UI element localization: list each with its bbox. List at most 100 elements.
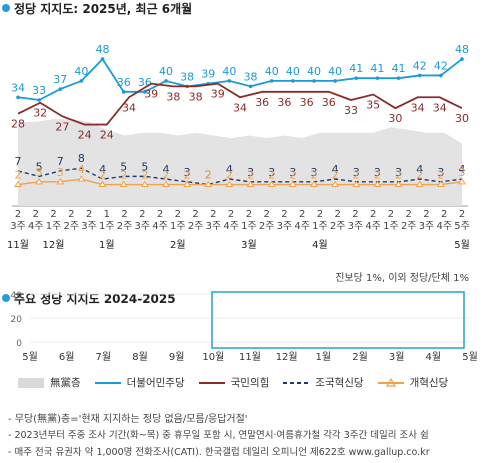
- point-democratic: [143, 90, 147, 94]
- data-label-reform: 2: [120, 169, 127, 182]
- x-tick-top: 2: [86, 209, 92, 220]
- data-label-rebuilding: 4: [332, 163, 339, 176]
- legend-label-reform: 개혁신당: [409, 377, 449, 389]
- data-label-democratic: 37: [53, 73, 67, 86]
- x-tick-top: 2: [121, 209, 127, 220]
- legend-swatch-reform: [377, 377, 404, 388]
- data-label-reform: 4: [78, 163, 85, 176]
- data-label-ppp: 34: [433, 101, 447, 114]
- x-tick-week: 3주: [277, 221, 293, 232]
- data-label-democratic: 42: [413, 59, 427, 72]
- point-democratic: [227, 79, 232, 83]
- mini-month-label: 7월: [96, 351, 112, 363]
- x-tick-top: 2: [352, 209, 358, 220]
- data-label-democratic: 38: [244, 70, 258, 83]
- data-label-democratic: 39: [201, 68, 215, 81]
- legend-item-nonpartisan: 無黨층: [18, 375, 81, 390]
- point-reform: [119, 180, 128, 188]
- x-tick-week: 1주: [383, 221, 399, 232]
- point-democratic: [248, 84, 253, 89]
- x-tick-week: 1주: [241, 221, 257, 232]
- point-democratic: [417, 73, 422, 78]
- legend-swatch-rebuilding: [283, 378, 310, 388]
- mini-month-label: 10월: [202, 351, 224, 363]
- x-tick-week: 3주: [348, 221, 364, 232]
- mini-month-label: 3월: [389, 351, 405, 363]
- data-label-democratic: 40: [74, 65, 88, 78]
- point-reform: [162, 180, 170, 188]
- data-label-reform: 2: [141, 169, 148, 182]
- point-reform: [183, 180, 192, 188]
- x-tick-week: 4주: [28, 221, 44, 232]
- mini-y-tick: 20: [11, 315, 23, 325]
- data-label-ppp: 28: [11, 118, 25, 131]
- legend-item-rebuilding: 조국혁신당: [283, 375, 364, 390]
- data-label-rebuilding: 3: [353, 166, 360, 179]
- point-reform: [436, 180, 445, 188]
- x-tick-top: 2: [388, 209, 394, 220]
- x-tick-top: 2: [50, 209, 56, 220]
- legend-item-reform: 개혁신당: [377, 375, 449, 390]
- point-democratic: [79, 79, 84, 83]
- data-label-ppp: 34: [411, 101, 425, 114]
- data-label-ppp: 36: [322, 96, 336, 109]
- legend-label-democratic: 더불어민주당: [126, 377, 185, 389]
- legend-swatch-nonpartisan: [18, 377, 44, 388]
- x-tick-top: 2: [459, 209, 465, 220]
- data-label-reform: 2: [437, 169, 444, 182]
- x-tick-top: 2: [175, 209, 181, 220]
- legend-swatch-democratic: [94, 378, 121, 388]
- point-democratic: [269, 79, 274, 83]
- point-reform: [98, 180, 107, 188]
- data-label-ppp: 36: [255, 96, 269, 109]
- x-tick-top: 2: [317, 209, 323, 220]
- data-label-reform: 2: [395, 169, 402, 182]
- data-label-ppp: 38: [189, 90, 203, 103]
- data-label-ppp: 32: [33, 107, 47, 120]
- x-month-label: 5월: [454, 239, 470, 251]
- x-tick-week: 2주: [330, 221, 346, 232]
- data-label-ppp: 39: [211, 88, 225, 101]
- point-reform: [373, 180, 382, 188]
- legend-label-ppp: 국민의힘: [230, 377, 270, 389]
- data-label-rebuilding: 5: [120, 160, 127, 173]
- footnote-2: - 2023년부터 주중 조사 기간(화~목) 중 휴무일 포함 시, 연말연시…: [8, 430, 429, 441]
- footnote-3: - 매주 전국 유권자 약 1,000명 전화조사(CATI). 한국갤럽 데일…: [8, 447, 430, 458]
- point-democratic: [100, 57, 105, 61]
- point-democratic: [58, 87, 63, 91]
- point-reform: [267, 180, 276, 188]
- series-line-democratic: [17, 57, 463, 101]
- x-tick-top: 2: [139, 209, 145, 220]
- x-tick-week: 1주: [170, 221, 186, 232]
- data-label-rebuilding: 3: [289, 166, 296, 179]
- data-label-democratic: 40: [159, 65, 173, 78]
- x-tick-top: 2: [370, 209, 376, 220]
- data-label-rebuilding: 3: [311, 166, 318, 179]
- x-tick-week: 1주: [312, 221, 328, 232]
- data-label-rebuilding: 3: [184, 166, 191, 179]
- data-label-reform: 2: [289, 169, 296, 182]
- data-label-democratic: 40: [265, 65, 279, 78]
- data-label-reform: 2: [99, 169, 106, 182]
- data-label-rebuilding: 8: [78, 152, 85, 165]
- point-reform: [331, 180, 340, 188]
- page-title: 정당 지지도: 2025년, 최근 6개월: [14, 2, 193, 16]
- x-tick-top: 2: [281, 209, 287, 220]
- point-reform: [56, 177, 65, 185]
- data-label-democratic: 48: [96, 43, 110, 56]
- data-label-democratic: 40: [307, 65, 321, 78]
- data-label-democratic: 33: [32, 84, 46, 97]
- data-label-democratic: 40: [286, 65, 300, 78]
- x-tick-top: 2: [423, 209, 429, 220]
- point-reform: [288, 180, 297, 188]
- point-democratic: [312, 79, 316, 83]
- data-label-rebuilding: 3: [374, 166, 381, 179]
- point-democratic: [37, 98, 41, 102]
- data-label-reform: 2: [416, 169, 423, 182]
- mini-month-label: 1월: [316, 351, 332, 363]
- data-label-democratic: 38: [180, 70, 194, 83]
- x-tick-week: 4주: [223, 221, 239, 232]
- x-month-label: 11월: [7, 239, 29, 251]
- mini-y-tick: 0: [16, 339, 22, 349]
